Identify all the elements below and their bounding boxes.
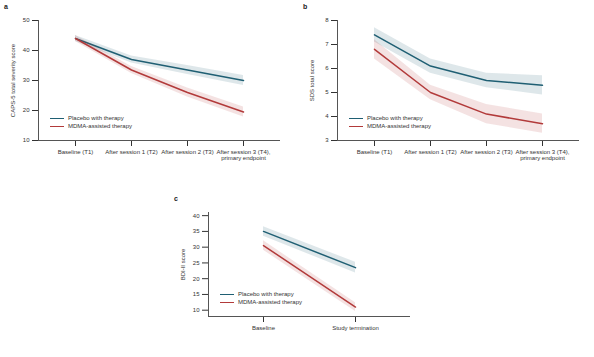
svg-text:6: 6	[325, 65, 329, 71]
svg-text:After session 3 (T4),primary e: After session 3 (T4),primary endpoint	[515, 149, 569, 161]
svg-text:20: 20	[23, 107, 30, 113]
svg-text:15: 15	[193, 291, 200, 297]
svg-text:7: 7	[325, 41, 329, 47]
svg-text:30: 30	[193, 244, 200, 250]
svg-text:Study termination: Study termination	[332, 325, 379, 331]
svg-text:SDS total score: SDS total score	[309, 59, 315, 101]
svg-text:8: 8	[325, 17, 329, 23]
svg-text:4: 4	[325, 113, 329, 119]
html-text:MDMA-assisted therapy: MDMA-assisted therapy	[367, 123, 431, 129]
svg-text:10: 10	[23, 137, 30, 143]
html-text:MDMA-assisted therapy: MDMA-assisted therapy	[238, 299, 302, 305]
svg-text:35: 35	[193, 228, 200, 234]
svg-text:After session 1 (T2): After session 1 (T2)	[404, 149, 456, 155]
html-text:MDMA-assisted therapy: MDMA-assisted therapy	[68, 123, 132, 129]
svg-text:Baseline (T1): Baseline (T1)	[58, 149, 94, 155]
html-text:Placebo with therapy: Placebo with therapy	[367, 115, 423, 121]
svg-text:30: 30	[23, 77, 30, 83]
svg-text:BDI-II score: BDI-II score	[180, 248, 186, 280]
svg-text:25: 25	[193, 260, 200, 266]
svg-text:After session 1 (T2): After session 1 (T2)	[105, 149, 157, 155]
svg-text:50: 50	[23, 17, 30, 23]
svg-text:After session 3 (T4),primary e: After session 3 (T4),primary endpoint	[216, 149, 270, 161]
svg-text:After session 2 (T3): After session 2 (T3)	[161, 149, 213, 155]
svg-text:3: 3	[325, 137, 329, 143]
html-text:c: c	[174, 195, 178, 202]
html-text:Placebo with therapy: Placebo with therapy	[238, 291, 294, 297]
svg-text:40: 40	[193, 213, 200, 219]
svg-text:10: 10	[193, 307, 200, 313]
svg-text:40: 40	[23, 47, 30, 53]
svg-text:20: 20	[193, 276, 200, 282]
html-text:Placebo with therapy: Placebo with therapy	[68, 115, 124, 121]
html-text:b: b	[303, 3, 308, 10]
svg-text:Baseline: Baseline	[252, 325, 276, 331]
svg-text:5: 5	[325, 89, 329, 95]
svg-text:Baseline (T1): Baseline (T1)	[357, 149, 393, 155]
svg-text:After session 2 (T3): After session 2 (T3)	[460, 149, 512, 155]
html-text:a: a	[4, 3, 8, 10]
svg-text:CAPS-5 total severity score: CAPS-5 total severity score	[10, 43, 16, 117]
